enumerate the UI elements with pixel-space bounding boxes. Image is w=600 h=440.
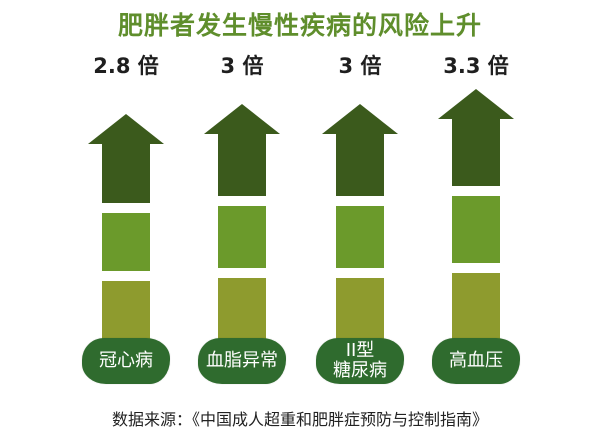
risk-arrow — [438, 89, 514, 340]
arrow-segment-bottom — [102, 281, 150, 340]
category-label: II型 糖尿病 — [316, 338, 404, 384]
risk-arrow — [322, 104, 398, 340]
page-title: 肥胖者发生慢性疾病的风险上升 — [117, 11, 482, 40]
category-label-text: 高血压 — [449, 350, 503, 371]
arrow-segment-bottom — [336, 278, 384, 340]
category-label-text: II型 糖尿病 — [333, 340, 387, 381]
arrow-segment-bottom — [452, 273, 500, 340]
value-label: 3 倍 — [338, 54, 382, 78]
arrow-segment-middle — [452, 196, 500, 263]
arrow-head-shape — [204, 104, 280, 134]
value-label: 3.3 倍 — [443, 54, 509, 78]
risk-arrow — [88, 114, 164, 340]
risk-arrow — [204, 104, 280, 340]
arrow-head — [438, 89, 514, 119]
arrow-segment-top — [452, 118, 500, 186]
arrow-segment-top — [218, 133, 266, 196]
arrow-head — [88, 114, 164, 144]
source-note: 数据来源：《中国成人超重和肥胖症预防与控制指南》 — [111, 410, 488, 429]
arrow-segment-middle — [102, 212, 150, 272]
category-label-text: 血脂异常 — [206, 350, 278, 371]
arrow-head-shape — [438, 89, 514, 119]
arrow-segment-bottom — [218, 278, 266, 340]
category-label: 冠心病 — [82, 338, 170, 384]
category-label: 高血压 — [432, 338, 520, 384]
arrow-head-shape — [88, 114, 164, 144]
arrow-segment-top — [336, 133, 384, 196]
value-label: 2.8 倍 — [93, 54, 159, 78]
category-label: 血脂异常 — [198, 338, 286, 384]
arrow-segment-top — [102, 143, 150, 203]
value-label: 3 倍 — [220, 54, 264, 78]
arrow-head — [204, 104, 280, 134]
arrow-head — [322, 104, 398, 134]
arrow-segment-middle — [218, 206, 266, 268]
arrow-segment-middle — [336, 206, 384, 268]
category-label-text: 冠心病 — [99, 350, 153, 371]
arrow-head-shape — [322, 104, 398, 134]
